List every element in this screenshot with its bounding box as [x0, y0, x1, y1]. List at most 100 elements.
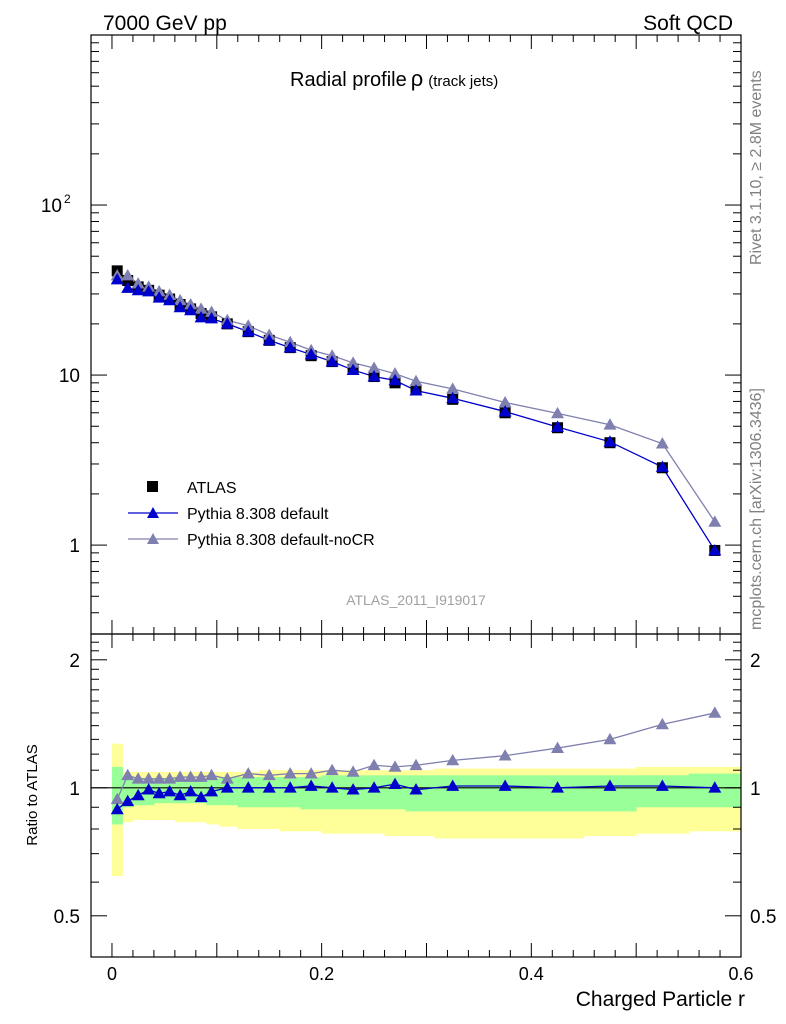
ratio-point-pythia-default — [304, 779, 318, 791]
data-point-pythia-nocr — [708, 515, 722, 527]
ratio-point-pythia-default — [142, 783, 156, 795]
data-point-pythia-nocr — [498, 395, 512, 408]
ratio-point-pythia-default — [551, 781, 565, 793]
data-point-pythia-nocr — [241, 319, 255, 331]
ratio-point-pythia-nocr — [131, 772, 145, 784]
ratio-point-pythia-nocr — [184, 770, 198, 782]
rivet-version-label: Rivet 3.1.10, ≥ 2.8M events — [748, 70, 765, 265]
y-tick-label: 1 — [69, 536, 80, 557]
y-tick-label-exponent: 2 — [64, 192, 71, 206]
data-point-pythia-default — [388, 373, 402, 386]
data-point-pythia-default — [121, 281, 135, 293]
legend-label-atlas: ATLAS — [187, 480, 237, 497]
data-point-pythia-nocr — [131, 277, 145, 289]
ratio-point-pythia-nocr — [194, 770, 208, 782]
ratio-point-pythia-nocr — [409, 758, 423, 771]
ratio-point-pythia-nocr — [220, 772, 234, 784]
x-axis-label: Charged Particle r — [576, 988, 745, 1011]
data-point-pythia-nocr — [603, 418, 617, 430]
data-point-pythia-default — [409, 384, 423, 396]
plot-title-symbol: ρ — [411, 66, 424, 91]
plot-title-main: Radial profile — [290, 69, 407, 91]
data-point-pythia-default — [283, 341, 297, 353]
ratio-point-pythia-default — [121, 794, 135, 807]
ratio-point-pythia-default — [346, 783, 360, 795]
ratio-point-pythia-nocr — [346, 765, 360, 777]
ratio-point-pythia-nocr — [173, 770, 187, 782]
data-point-pythia-nocr — [121, 269, 135, 281]
legend: ATLAS Pythia 8.308 default Pythia 8.308 … — [128, 480, 375, 549]
data-point-pythia-default — [498, 405, 512, 417]
ratio-point-pythia-nocr — [142, 772, 156, 784]
ratio-band-inner-bin — [531, 775, 585, 812]
data-point-pythia-nocr — [184, 298, 198, 310]
ratio-point-pythia-nocr — [163, 772, 177, 784]
ratio-point-pythia-nocr — [498, 749, 512, 761]
ratio-point-pythia-default — [498, 779, 512, 791]
ratio-point-pythia-nocr — [388, 760, 402, 772]
ratio-point-pythia-nocr — [262, 768, 276, 781]
ratio-y-tick-label-right: 2 — [750, 651, 761, 672]
data-point-pythia-default — [131, 283, 145, 296]
ratio-band-inner-bin — [434, 775, 480, 812]
plot-title-sub: (track jets) — [428, 73, 498, 90]
x-tick-label: 0 — [107, 964, 117, 984]
header-energy-label: 7000 GeV pp — [103, 12, 227, 35]
ratio-plot-frame: 0 0.2 0.4 0.6 0.5 0.5 1 1 2 2 — [54, 633, 776, 984]
legend-label-pythia-nocr: Pythia 8.308 default-noCR — [187, 532, 375, 549]
data-point-pythia-default — [551, 420, 565, 432]
ratio-point-pythia-nocr — [655, 717, 669, 730]
ratio-point-pythia-default — [708, 781, 722, 793]
ratio-point-pythia-nocr — [367, 758, 381, 771]
ratio-point-pythia-default — [220, 781, 234, 793]
data-point-pythia-nocr — [325, 349, 339, 361]
data-point-pythia-nocr — [388, 367, 402, 379]
ratio-point-pythia-nocr — [283, 767, 297, 779]
data-point-pythia-default — [152, 291, 166, 303]
analysis-label: ATLAS_2011_I919017 — [346, 592, 486, 608]
ratio-point-pythia-default — [131, 788, 145, 801]
data-point-pythia-default — [346, 363, 360, 375]
plot-title: Radial profile ρ (track jets) — [290, 66, 498, 91]
data-point-pythia-default — [655, 460, 669, 472]
ratio-point-pythia-default — [655, 779, 669, 791]
ratio-point-pythia-nocr — [708, 706, 722, 718]
data-point-pythia-default — [325, 355, 339, 367]
data-point-pythia-default — [194, 311, 208, 323]
ratio-y-tick-label-right: 0.5 — [750, 907, 776, 928]
data-point-pythia-default — [446, 391, 460, 404]
ratio-point-pythia-nocr — [446, 753, 460, 766]
data-point-pythia-nocr — [367, 361, 381, 373]
ratio-plot-border — [90, 633, 742, 958]
ratio-point-pythia-nocr — [110, 792, 124, 805]
data-point-pythia-nocr — [346, 356, 360, 368]
ratio-point-pythia-default — [173, 788, 187, 801]
ratio-point-pythia-default — [152, 786, 166, 799]
x-tick-label: 0.2 — [309, 964, 334, 984]
ratio-band-inner-bin — [195, 778, 207, 804]
ratio-point-pythia-default — [262, 781, 276, 793]
ratio-point-pythia-nocr — [325, 763, 339, 776]
data-point-pythia-default — [205, 312, 219, 324]
data-point-pythia-nocr — [655, 437, 669, 449]
ratio-y-tick-label: 0.5 — [54, 907, 80, 928]
ratio-point-pythia-default — [325, 781, 339, 793]
ratio-band-inner-bin — [122, 778, 134, 808]
ratio-point-pythia-default — [241, 781, 255, 793]
ratio-point-pythia-default — [110, 802, 124, 815]
data-point-pythia-default — [603, 435, 617, 447]
x-tick-label: 0.4 — [519, 964, 544, 984]
ratio-point-pythia-default — [409, 783, 423, 795]
ratio-point-pythia-nocr — [205, 768, 219, 781]
data-point-pythia-default — [241, 325, 255, 337]
ratio-y-tick-label: 1 — [69, 779, 80, 800]
legend-marker-pythia-nocr — [147, 533, 159, 544]
ratio-point-pythia-default — [184, 785, 198, 797]
data-point-pythia-default — [142, 285, 156, 297]
ratio-band-inner-bin — [300, 777, 323, 810]
ratio-point-pythia-default — [603, 779, 617, 791]
data-point-pythia-default — [110, 272, 124, 285]
ratio-point-pythia-default — [205, 785, 219, 797]
